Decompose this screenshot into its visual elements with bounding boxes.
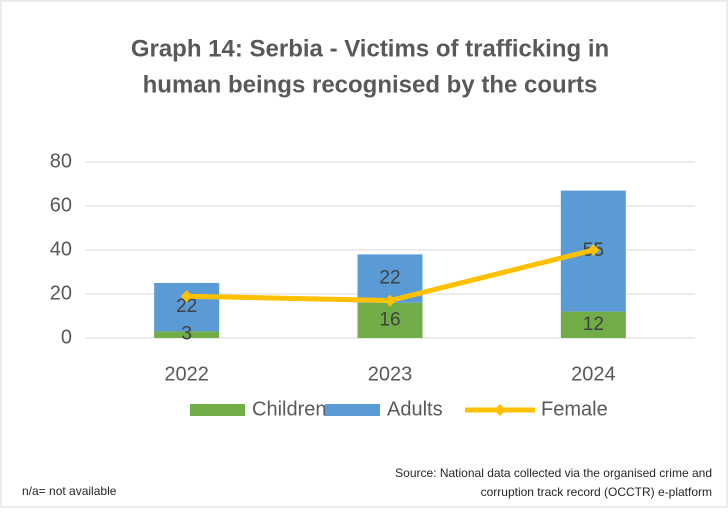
- line-marker: [587, 244, 600, 256]
- legend-swatch: [325, 404, 380, 416]
- chart-title: human beings recognised by the courts: [143, 71, 598, 98]
- data-label: 16: [379, 309, 400, 330]
- source: Source: National data collected via the …: [395, 466, 712, 480]
- legend-label: Adults: [387, 398, 443, 420]
- footnote: n/a= not available: [22, 484, 117, 498]
- x-tick-label: 2024: [571, 363, 616, 385]
- bar-segment: [357, 302, 423, 338]
- bar-segment: [560, 311, 626, 338]
- data-label: 12: [583, 314, 604, 335]
- chart-title: Graph 14: Serbia - Victims of traffickin…: [131, 35, 609, 62]
- data-label: 22: [379, 268, 400, 289]
- bar-segment: [154, 331, 220, 338]
- y-tick-label: 40: [50, 238, 72, 260]
- data-label: 3: [181, 324, 192, 345]
- line-marker: [384, 294, 396, 307]
- x-tick-label: 2022: [164, 363, 209, 385]
- line-marker: [180, 290, 193, 303]
- legend-label: Female: [541, 398, 608, 420]
- source: corruption track record (OCCTR) e-platfo…: [481, 485, 712, 499]
- data-label: 22: [176, 296, 197, 317]
- x-tick-label: 2023: [368, 363, 413, 385]
- legend-label: Children: [252, 398, 326, 420]
- y-tick-label: 80: [50, 150, 72, 172]
- y-tick-label: 20: [50, 282, 72, 304]
- legend-swatch: [494, 404, 506, 416]
- y-tick-label: 0: [61, 326, 72, 348]
- legend-swatch: [190, 404, 245, 416]
- y-tick-label: 60: [50, 194, 72, 216]
